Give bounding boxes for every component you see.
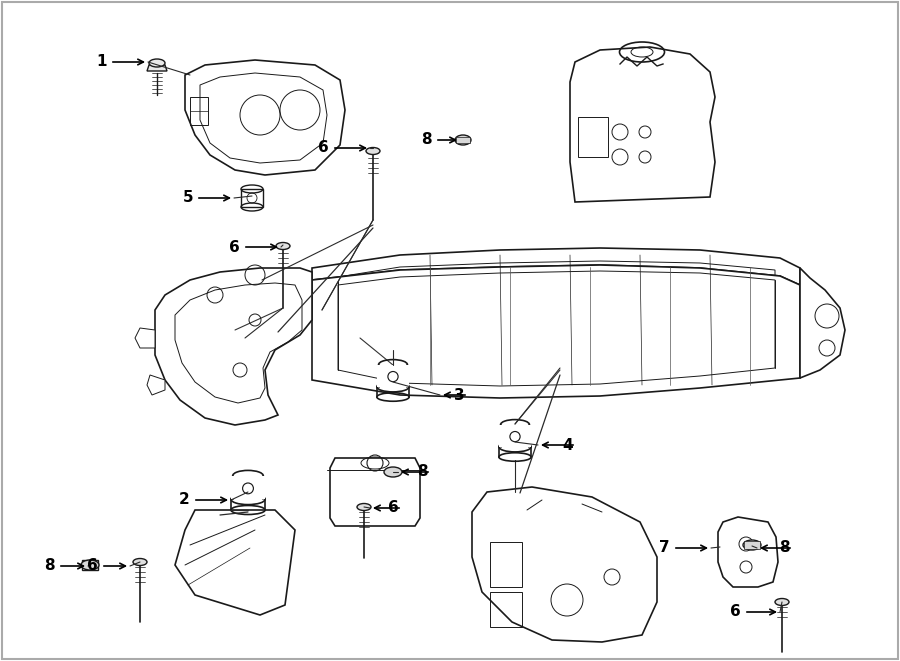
Bar <box>190 97 208 125</box>
Ellipse shape <box>149 59 165 67</box>
Bar <box>578 117 608 157</box>
Bar <box>744 541 760 549</box>
Text: 3: 3 <box>454 387 465 403</box>
Ellipse shape <box>133 559 147 566</box>
Bar <box>456 137 470 143</box>
Bar <box>499 425 531 447</box>
Text: 6: 6 <box>87 559 98 574</box>
Ellipse shape <box>357 504 371 510</box>
Ellipse shape <box>81 560 99 570</box>
Polygon shape <box>155 268 312 425</box>
Polygon shape <box>135 328 155 348</box>
Ellipse shape <box>276 243 290 249</box>
Polygon shape <box>185 60 345 175</box>
Polygon shape <box>570 47 715 202</box>
Bar <box>82 560 98 570</box>
Text: 5: 5 <box>183 190 193 206</box>
Text: 8: 8 <box>421 132 432 147</box>
Ellipse shape <box>384 467 402 477</box>
Polygon shape <box>312 248 800 285</box>
Ellipse shape <box>366 147 380 155</box>
Ellipse shape <box>455 135 471 145</box>
Bar <box>490 542 522 587</box>
Ellipse shape <box>743 540 761 550</box>
Polygon shape <box>800 268 845 378</box>
Polygon shape <box>147 65 167 71</box>
Text: 4: 4 <box>562 438 573 453</box>
Bar <box>490 592 522 627</box>
Ellipse shape <box>775 598 789 605</box>
Text: 1: 1 <box>96 54 107 69</box>
Polygon shape <box>312 265 800 398</box>
Text: 6: 6 <box>319 141 329 155</box>
Text: 7: 7 <box>660 541 670 555</box>
Text: 6: 6 <box>388 500 399 516</box>
Text: 2: 2 <box>179 492 190 508</box>
Bar <box>241 189 263 207</box>
Polygon shape <box>147 375 165 395</box>
Bar <box>377 365 410 387</box>
Text: 8: 8 <box>44 559 55 574</box>
Bar <box>231 476 266 499</box>
Polygon shape <box>718 517 778 587</box>
Text: 8: 8 <box>418 465 428 479</box>
Polygon shape <box>472 487 657 642</box>
Text: 6: 6 <box>730 605 741 619</box>
Text: 8: 8 <box>779 541 790 555</box>
Polygon shape <box>175 510 295 615</box>
Polygon shape <box>330 458 420 526</box>
Text: 6: 6 <box>230 239 240 254</box>
